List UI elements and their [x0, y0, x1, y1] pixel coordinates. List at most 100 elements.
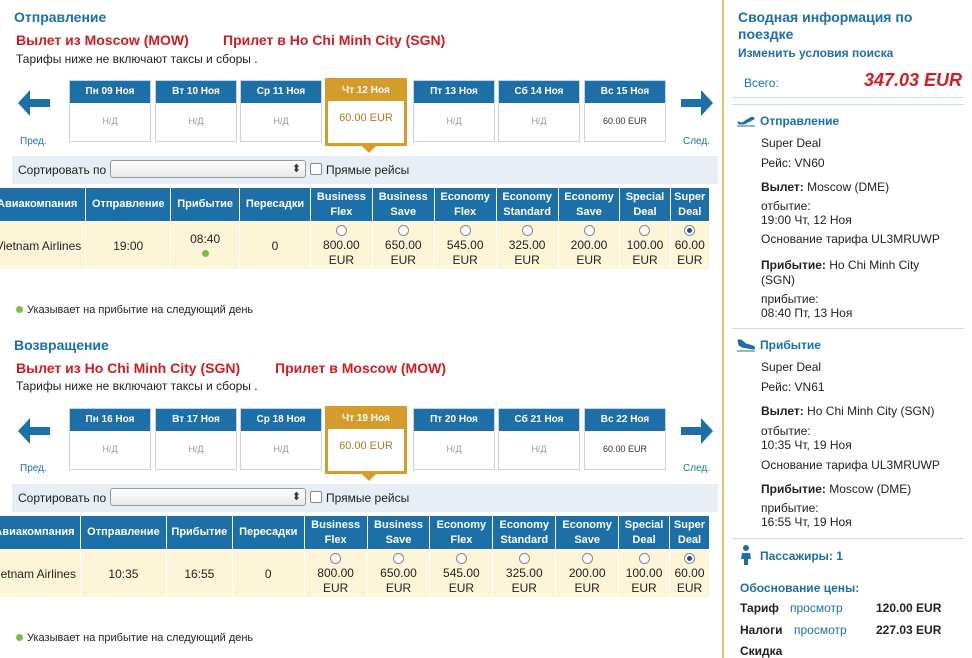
date-tab-in-3-selected[interactable]: Чт 19 Ноя 60.00 EUR: [325, 406, 407, 481]
prev-week-link[interactable]: Пред.: [20, 463, 47, 474]
date-tab-in-2[interactable]: Ср 18 Ноя Н/Д: [240, 408, 322, 470]
next-day-dot-icon: [16, 634, 23, 641]
fare-radio-selected[interactable]: [684, 225, 696, 237]
next-week-link[interactable]: След.: [683, 463, 711, 474]
tax-view-link[interactable]: просмотр: [794, 623, 847, 637]
arr-dep-time: 10:35 Чт, 19 Ноя: [761, 438, 852, 452]
next-week-arrow-icon[interactable]: [677, 412, 715, 450]
fare-cell: 200.00 EUR: [557, 221, 621, 270]
col-economy-standard: Economy Standard: [492, 515, 557, 550]
fare-radio[interactable]: [393, 553, 404, 565]
col-depart[interactable]: Отправление: [79, 515, 167, 550]
fare-radio[interactable]: [638, 553, 650, 565]
sort-bar-out: Сортировать по Прямые рейсы: [12, 156, 718, 184]
dep-fare: Super Deal: [761, 136, 822, 150]
col-special-deal: Special Deal: [618, 515, 670, 550]
arr-from: Вылет: Ho Chi Minh City (SGN): [761, 404, 935, 418]
sort-label: Сортировать по: [18, 163, 107, 177]
next-day-legend: Указывает на прибытие на следующий день: [16, 632, 253, 644]
col-stops[interactable]: Пересадки: [231, 515, 305, 550]
inbound-to: Прилет в Moscow (MOW): [275, 360, 446, 376]
date-tab-out-1[interactable]: Вт 10 Ноя Н/Д: [155, 80, 237, 142]
fare-cell: 545.00 EUR: [433, 221, 497, 270]
col-arrive[interactable]: Прибытие: [170, 187, 241, 222]
date-tab-out-5[interactable]: Сб 14 Ноя Н/Д: [498, 80, 580, 142]
price-basis-heading: Обоснование цены:: [740, 581, 860, 595]
col-economy-flex: Economy Flex: [429, 515, 494, 550]
fare-radio[interactable]: [581, 553, 593, 565]
date-tab-out-3-selected[interactable]: Чт 12 Ноя 60.00 EUR: [325, 78, 407, 153]
sort-select[interactable]: [110, 488, 306, 506]
summary-arrival-heading: Прибытие: [760, 338, 821, 352]
prev-week-link[interactable]: Пред.: [20, 136, 47, 147]
outbound-to: Прилет в Ho Chi Minh City (SGN): [223, 32, 446, 48]
col-economy-save: Economy Save: [557, 187, 621, 222]
date-tab-out-0[interactable]: Пн 09 Ноя Н/Д: [69, 80, 151, 142]
col-depart[interactable]: Отправление: [85, 187, 172, 222]
date-tab-in-5[interactable]: Сб 21 Ноя Н/Д: [498, 408, 580, 470]
prev-week-arrow-icon[interactable]: [16, 84, 54, 122]
plane-takeoff-icon: [737, 116, 755, 127]
arr-arr-time: 16:55 Чт, 19 Ноя: [761, 515, 852, 529]
flights-table-out: Авиакомпания Отправление Прибытие Переса…: [0, 187, 710, 270]
next-week-arrow-icon[interactable]: [677, 84, 715, 122]
direct-flights-checkbox[interactable]: [310, 163, 322, 175]
date-tab-in-6[interactable]: Вс 22 Ноя 60.00 EUR: [584, 408, 666, 470]
total-value: 347.03 EUR: [863, 70, 962, 90]
next-week-link[interactable]: След.: [683, 136, 711, 147]
total-label: Всего:: [744, 76, 779, 90]
sort-select[interactable]: [110, 160, 306, 178]
sort-label: Сортировать по: [18, 491, 107, 505]
col-airline[interactable]: Авиакомпания: [0, 515, 81, 550]
fare-label: Тариф: [740, 601, 779, 615]
fare-radio[interactable]: [330, 553, 342, 565]
direct-flights-label: Прямые рейсы: [326, 163, 410, 177]
col-stops[interactable]: Пересадки: [239, 187, 311, 222]
panel-divider: [722, 0, 724, 658]
modify-search-link[interactable]: Изменить условия поиска: [738, 46, 894, 60]
col-economy-standard: Economy Standard: [495, 187, 559, 222]
date-tab-in-0[interactable]: Пн 16 Ноя Н/Д: [69, 408, 151, 470]
direct-flights-checkbox[interactable]: [310, 491, 322, 503]
fare-cell: 100.00 EUR: [618, 549, 670, 598]
fare-radio-selected[interactable]: [684, 553, 695, 565]
date-tab-out-4[interactable]: Пт 13 Ноя Н/Д: [413, 80, 495, 142]
fare-radio[interactable]: [521, 225, 533, 237]
next-day-legend: Указывает на прибытие на следующий день: [16, 304, 253, 316]
fare-radio[interactable]: [639, 225, 651, 237]
arr-arr-time-label: прибытие:: [761, 501, 819, 515]
fare-cell-selected: 60.00 EUR: [669, 221, 710, 270]
outbound-heading: Отправление: [14, 9, 107, 25]
dep-arr-time: 08:40 Пт, 13 Ноя: [761, 306, 853, 320]
fare-radio[interactable]: [459, 225, 471, 237]
fare-cell: 800.00 EUR: [309, 221, 373, 270]
prev-week-arrow-icon[interactable]: [16, 412, 54, 450]
col-business-save: Business Save: [366, 515, 431, 550]
col-business-save: Business Save: [371, 187, 435, 222]
fare-radio[interactable]: [583, 225, 595, 237]
stops-cell: 0: [239, 221, 311, 270]
arr-basis: Основание тарифа UL3MRUWP: [761, 458, 940, 472]
date-tab-out-6[interactable]: Вс 15 Ноя 60.00 EUR: [584, 80, 666, 142]
plane-landing-icon: [737, 339, 755, 352]
fare-radio[interactable]: [335, 225, 347, 237]
date-tab-out-2[interactable]: Ср 11 Ноя Н/Д: [240, 80, 322, 142]
table-row: Vietnam Airlines 10:35 16:55 0 800.00EUR…: [0, 549, 710, 598]
fare-view-link[interactable]: просмотр: [790, 601, 843, 615]
fare-radio[interactable]: [518, 553, 530, 565]
arr-flight: Рейс: VN61: [761, 380, 825, 394]
inbound-heading: Возвращение: [14, 337, 109, 353]
date-tab-in-1[interactable]: Вт 17 Ноя Н/Д: [155, 408, 237, 470]
col-arrive[interactable]: Прибытие: [165, 515, 233, 550]
next-day-dot-icon: [201, 249, 209, 257]
fare-radio[interactable]: [397, 225, 409, 237]
depart-cell: 19:00: [85, 221, 172, 270]
date-tab-in-4[interactable]: Пт 20 Ноя Н/Д: [413, 408, 495, 470]
dep-time: 19:00 Чт, 12 Ноя: [761, 213, 852, 227]
divider: [732, 328, 964, 329]
inbound-note: Тарифы ниже не включают таксы и сборы .: [16, 379, 258, 393]
fare-radio[interactable]: [455, 553, 467, 565]
fare-cell: 650.00 EUR: [371, 221, 435, 270]
col-super-deal: Super Deal: [669, 187, 710, 222]
col-airline[interactable]: Авиакомпания: [0, 187, 87, 222]
